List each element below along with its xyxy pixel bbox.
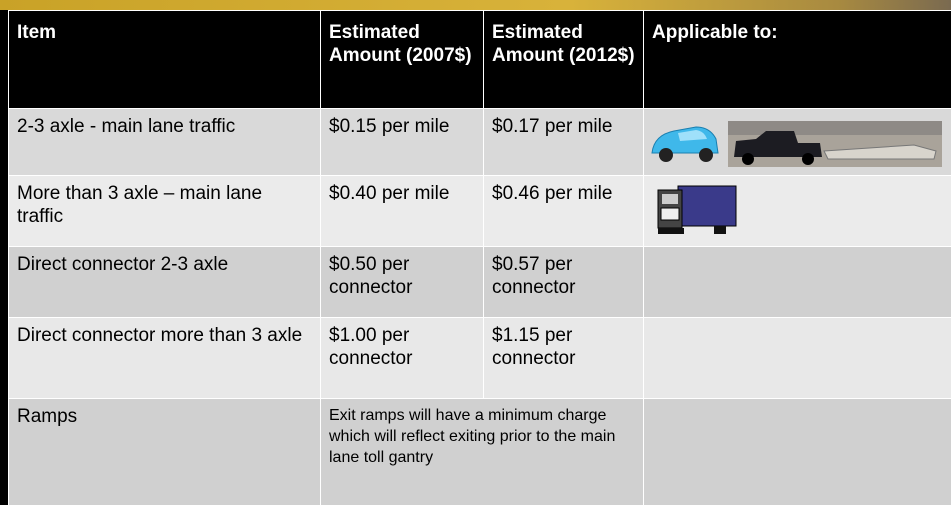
vehicle-icons <box>651 121 942 167</box>
cell: $1.00 per connector <box>320 317 484 399</box>
top-band <box>0 0 951 10</box>
cell: $0.57 per connector <box>483 246 644 318</box>
note-cell: Exit ramps will have a minimum charge wh… <box>320 398 644 505</box>
cell: More than 3 axle – main lane traffic <box>8 175 321 247</box>
car-icon <box>651 126 719 162</box>
row: 2-3 axle - main lane traffic $0.15 per m… <box>8 108 951 176</box>
header-cell: Estimated Amount (2012$) <box>483 10 644 109</box>
cell <box>643 246 951 318</box>
header-row: Item Estimated Amount (2007$) Estimated … <box>8 10 951 109</box>
cell: $0.17 per mile <box>483 108 644 176</box>
cell: $0.46 per mile <box>483 175 644 247</box>
row: Direct connector 2-3 axle $0.50 per conn… <box>8 246 951 318</box>
cell: $0.15 per mile <box>320 108 484 176</box>
cell: Direct connector 2-3 axle <box>8 246 321 318</box>
row: More than 3 axle – main lane traffic $0.… <box>8 175 951 247</box>
header-cell: Applicable to: <box>643 10 951 109</box>
cell: $1.15 per connector <box>483 317 644 399</box>
cell: 2-3 axle - main lane traffic <box>8 108 321 176</box>
cell: Direct connector more than 3 axle <box>8 317 321 399</box>
header-cell: Item <box>8 10 321 109</box>
icon-cell <box>643 175 951 247</box>
toll-table: Item Estimated Amount (2007$) Estimated … <box>8 10 951 505</box>
semi-truck-icon <box>657 185 737 234</box>
cell: $0.50 per connector <box>320 246 484 318</box>
row: Ramps Exit ramps will have a minimum cha… <box>8 398 951 505</box>
icon-cell <box>643 108 951 176</box>
row: Direct connector more than 3 axle $1.00 … <box>8 317 951 399</box>
cell: Ramps <box>8 398 321 505</box>
cell <box>643 398 951 505</box>
cell <box>643 317 951 399</box>
left-bar <box>0 10 8 505</box>
cell: $0.40 per mile <box>320 175 484 247</box>
header-cell: Estimated Amount (2007$) <box>320 10 484 109</box>
